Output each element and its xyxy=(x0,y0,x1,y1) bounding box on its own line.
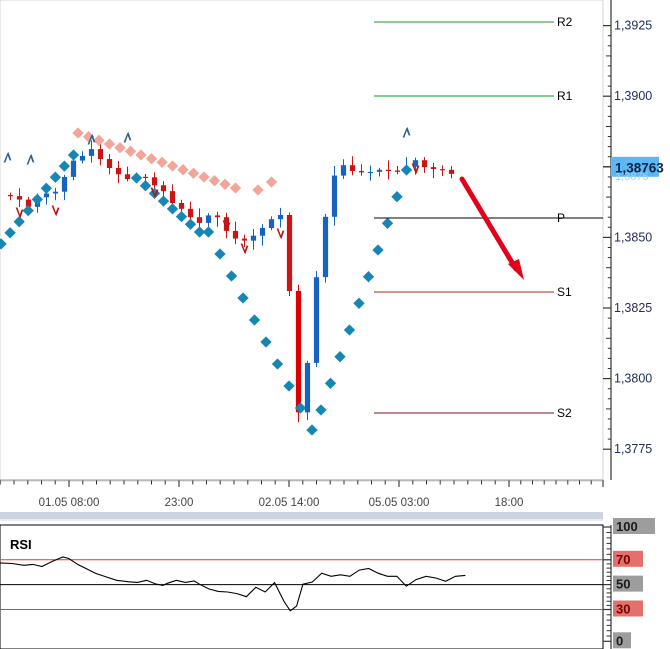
svg-text:0: 0 xyxy=(616,633,623,648)
svg-text:30: 30 xyxy=(616,602,630,617)
svg-text:RSI: RSI xyxy=(10,537,32,552)
svg-text:50: 50 xyxy=(616,577,630,592)
svg-text:70: 70 xyxy=(616,552,630,567)
svg-text:100: 100 xyxy=(616,519,638,534)
